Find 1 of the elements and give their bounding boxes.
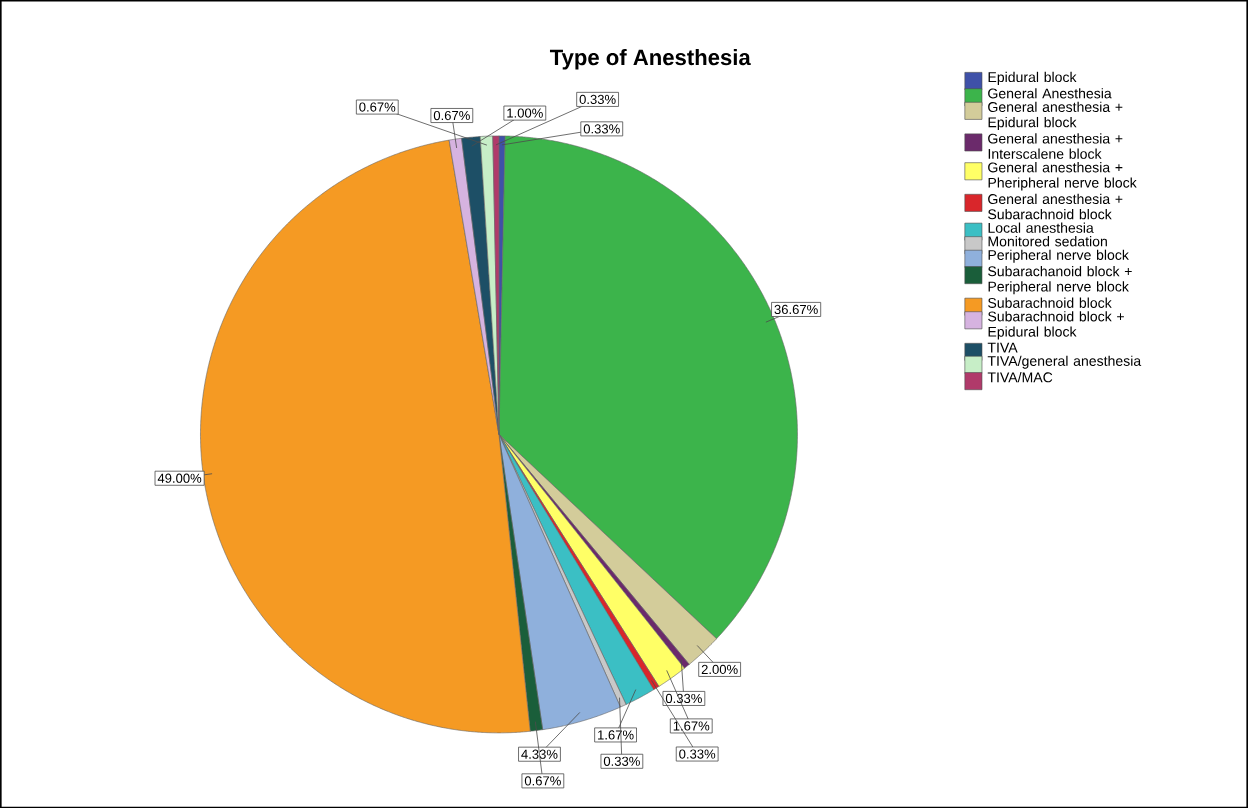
chart-title: Type of Anesthesia — [549, 48, 751, 70]
